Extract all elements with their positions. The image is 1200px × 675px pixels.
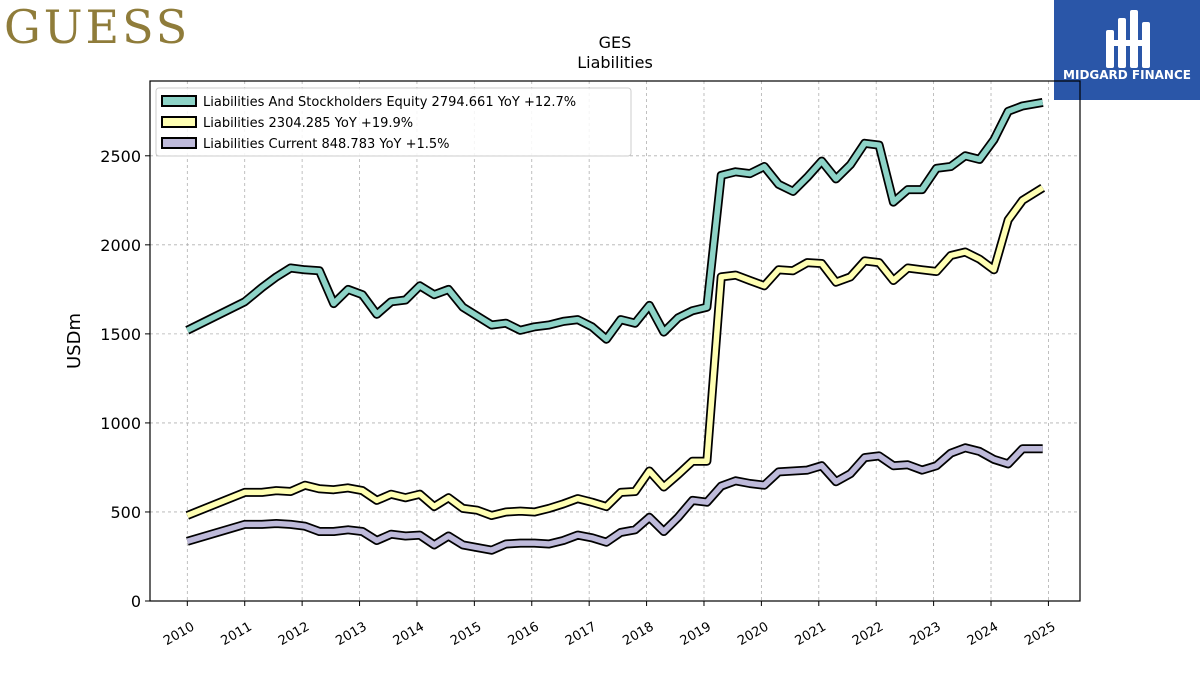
guess-logo: GUESS [4, 0, 191, 54]
y-axis-label: USDm [64, 313, 85, 369]
midgard-finance-name: MIDGARD FINANCE [1063, 68, 1191, 82]
x-tick-label: 2022 [850, 619, 886, 649]
legend-entry-1: Liabilities 2304.285 YoY +19.9% [203, 116, 413, 131]
x-tick-label: 2010 [161, 619, 197, 649]
y-tick-label: 1000 [100, 414, 141, 433]
x-axis-ticks: 2010 2011 2012 2013 2014 2015 2016 2017 2018 2019… [161, 601, 1058, 649]
series-line-0 [186, 99, 1044, 342]
x-tick-label: 2023 [907, 619, 943, 649]
legend-box [155, 87, 632, 157]
x-tick-label: 2017 [563, 619, 599, 649]
x-tick-label: 2012 [276, 619, 312, 649]
chart-title: GES [599, 33, 632, 52]
chart-subtitle: Liabilities [577, 53, 653, 72]
x-tick-label: 2021 [793, 619, 829, 649]
y-axis-ticks: 0 500 1000 1500 2000 2500 [100, 147, 150, 611]
x-tick-label: 2014 [391, 619, 427, 649]
x-tick-label: 2011 [219, 619, 255, 649]
legend-swatch-1 [161, 116, 197, 128]
x-tick-label: 2018 [620, 619, 656, 649]
legend: Liabilities And Stockholders Equity 2794… [155, 87, 632, 157]
midgard-finance-logo: MIDGARD FINANCE [1054, 0, 1200, 100]
y-tick-label: 1500 [100, 325, 141, 344]
x-tick-label: 2019 [678, 619, 714, 649]
x-tick-label: 2013 [333, 619, 369, 649]
x-tick-label: 2025 [1022, 619, 1058, 649]
legend-entry-0: Liabilities And Stockholders Equity 2794… [203, 95, 576, 110]
y-tick-label: 2500 [100, 147, 141, 166]
legend-swatch-2 [161, 137, 197, 149]
y-tick-label: 500 [110, 503, 141, 522]
y-tick-label: 2000 [100, 236, 141, 255]
midgard-emblem-icon [1106, 10, 1150, 68]
series-line-1 [186, 185, 1045, 519]
legend-swatch-0 [161, 95, 197, 107]
plot-frame [149, 80, 1081, 602]
x-tick-label: 2020 [735, 619, 771, 649]
x-tick-label: 2016 [506, 619, 542, 649]
x-tick-label: 2015 [448, 619, 484, 649]
series-lines [185, 97, 1046, 555]
legend-entry-2: Liabilities Current 848.783 YoY +1.5% [203, 137, 450, 152]
y-tick-label: 0 [131, 592, 141, 611]
x-tick-label: 2024 [965, 619, 1001, 649]
series-line-2 [186, 445, 1043, 553]
